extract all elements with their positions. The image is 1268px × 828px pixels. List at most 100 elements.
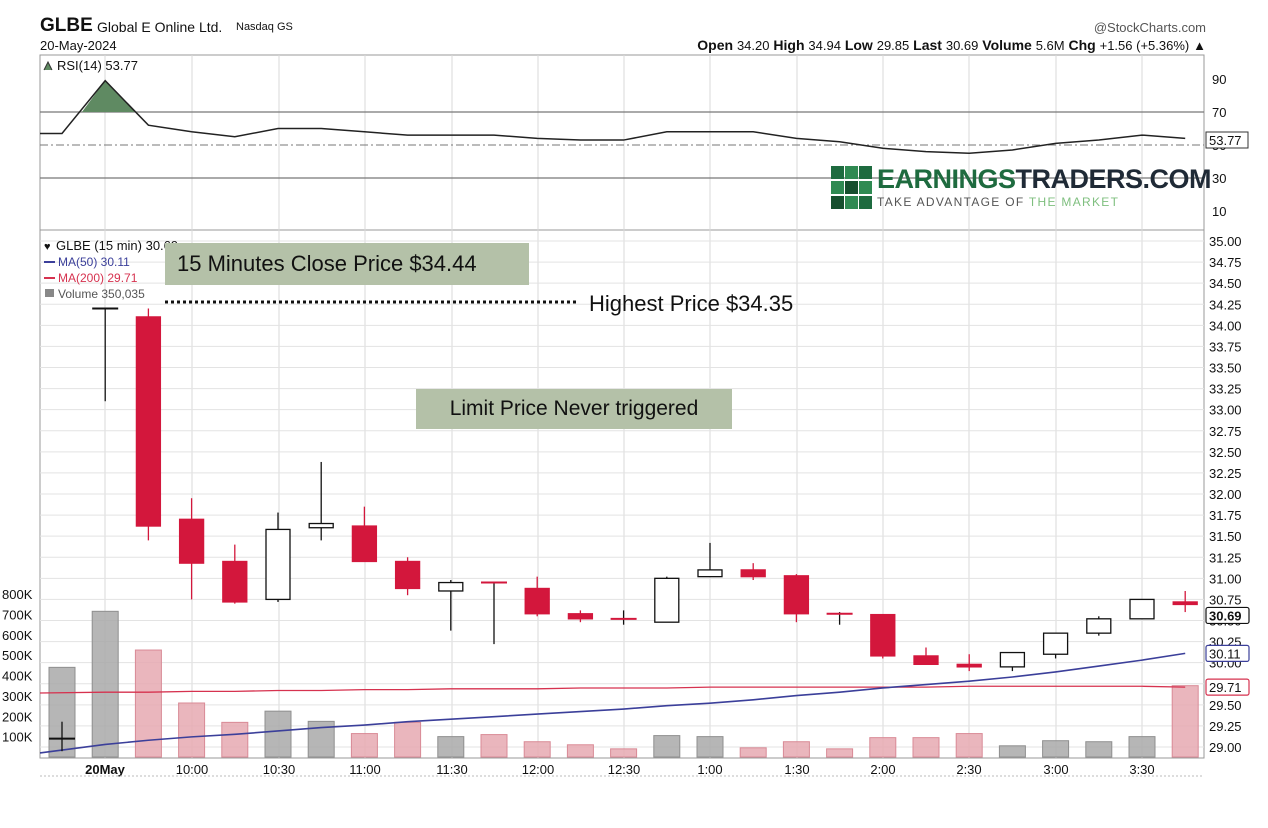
volume-bar [394,721,422,758]
rsi-line [40,79,1186,155]
volume-value: 5.6M [1035,38,1065,53]
price-tick-label: 31.00 [1209,571,1242,586]
price-tick-label: 33.25 [1209,382,1242,397]
candle-body [1042,632,1069,655]
volume-tick-label: 300K [2,689,33,704]
volume-bar [523,741,551,758]
low-label: Low [844,37,873,53]
legend-ma200: MA(200) 29.71 [58,271,138,285]
ma200-line [39,685,1186,694]
volume-bar [178,702,206,758]
rsi-tick-label: 30 [1212,171,1226,186]
volume-bar [350,733,378,758]
volume-bar [566,744,594,758]
volume-tick-label: 400K [2,669,33,684]
price-tick-label: 34.00 [1209,318,1242,333]
price-tick-label: 29.25 [1209,719,1242,734]
moving-average-layer [39,652,1186,754]
volume-label: Volume [982,37,1032,53]
candle-body [870,613,896,657]
legend-volume: Volume 350,035 [58,287,145,301]
price-tick-label: 32.25 [1209,466,1242,481]
volume-bar [826,748,854,758]
x-tick-label: 10:00 [176,762,209,777]
high-label: High [773,37,805,53]
price-tick-label: 31.75 [1209,508,1242,523]
volume-bar [91,610,119,758]
quote-summary: Open 34.20 High 34.94 Low 29.85 Last 30.… [697,37,1206,53]
candle-body [697,569,723,578]
price-tick-label: 30.75 [1209,592,1242,607]
rsi-overbought-fill [82,80,136,112]
last-label: Last [913,37,942,53]
candle-body [956,663,982,668]
x-tick-label: 10:30 [263,762,296,777]
price-tick-label: 32.50 [1209,445,1242,460]
candle-body [567,613,594,620]
last-price-tag-box [1205,606,1250,625]
x-tick-label: 11:00 [349,762,381,777]
candle-legend-icon: ♥ [44,241,51,253]
x-tick-label: 2:30 [956,762,981,777]
x-tick-label: 12:00 [522,762,555,777]
rsi-tick-label: 90 [1212,72,1226,87]
low-value: 29.85 [876,38,910,53]
rsi-last-tag: 53.77 [1209,133,1242,148]
volume-bar [696,736,724,758]
rsi-last-tag-box [1205,131,1249,149]
rsi-legend-icon [43,60,53,71]
volume-tick-label: 200K [2,709,33,724]
volume-bar [869,737,897,758]
price-tick-label: 34.75 [1209,255,1242,270]
x-tick-label: 12:30 [608,762,641,777]
rsi-legend: RSI(14) 53.77 [43,58,138,73]
company-name: Global E Online Ltd. [97,19,223,35]
candle-body [1172,601,1198,606]
price-tick-label: 32.00 [1209,487,1242,502]
price-tick-label: 29.50 [1209,698,1242,713]
stockcharts-brand: @StockCharts.com [1093,20,1206,35]
x-tick-label: 1:00 [697,762,722,777]
x-tick-label: 3:30 [1129,762,1154,777]
last-price-tag: 30.69 [1209,608,1242,623]
legend-ma50: MA(50) 30.11 [58,255,130,269]
candle-body [654,577,680,623]
candle-body [178,518,205,564]
last-value: 30.69 [945,38,979,53]
volume-bar [739,747,767,758]
ma50-line [39,652,1186,754]
volume-tick-label: 100K [2,730,33,745]
volume-bar [1085,741,1113,758]
logo-mark-icon [831,166,872,209]
volume-bar [1042,740,1070,758]
price-tick-label: 33.75 [1209,339,1242,354]
x-tick-label: 2:00 [870,762,895,777]
volume-bars [48,610,1199,758]
price-tick-label: 34.25 [1209,297,1242,312]
volume-tick-label: 800K [2,587,33,602]
price-tick-label: 35.00 [1209,234,1242,249]
price-tick-label: 33.00 [1209,403,1242,418]
ma200-price-tag: 29.71 [1209,680,1242,695]
close-price-annotation: 15 Minutes Close Price $34.44 [165,243,529,285]
price-tick-label: 32.75 [1209,424,1242,439]
volume-bar [1171,685,1199,758]
high-value: 34.94 [808,38,841,53]
price-tick-label: 29.00 [1209,740,1242,755]
ma50-price-tag: 30.11 [1209,646,1241,661]
candle-body [265,528,291,601]
earningstraders-logo: EARNINGSTRADERS.COM TAKE ADVANTAGE OF TH… [831,164,1212,212]
volume-bar [912,737,940,758]
candle-body [524,587,550,615]
change-value: +1.56 (+5.36%) [1099,38,1190,53]
limit-price-annotation: Limit Price Never triggered [416,389,732,429]
price-tick-label: 34.50 [1209,276,1242,291]
axis-labels: 20May 10:00 10:30 11:00 11:30 12:00 12:30 1:00 1… [2,72,1250,777]
ticker-symbol: GLBE [40,15,93,36]
candle-body [394,560,421,590]
volume-bar [782,741,810,758]
candle-body [222,560,248,603]
volume-tick-label: 700K [2,607,33,622]
exchange-name: Nasdaq GS [236,21,293,33]
